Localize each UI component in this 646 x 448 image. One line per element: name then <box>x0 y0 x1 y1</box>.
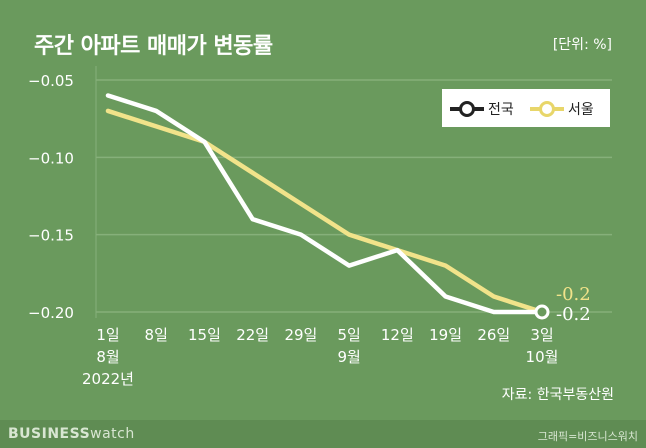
brand-bold: BUSINESS <box>8 426 91 442</box>
legend-item-seoul: 서울 <box>530 99 594 119</box>
x-axis-ticks: 1일 8월 2022년 8일 15일 22일 29일 5일 9월 12일 19일 26일 3일 10월 <box>82 326 558 388</box>
x-tick-label: 1일 <box>96 326 119 344</box>
x-tick-label: 12일 <box>381 326 414 344</box>
legend: 전국 서울 <box>442 89 610 127</box>
brand-light: watch <box>90 426 135 442</box>
legend-swatch-seoul <box>530 101 564 117</box>
x-tick-label: 8일 <box>145 326 168 344</box>
end-label-nationwide: -0.2 <box>556 304 591 325</box>
x-tick-label: 19일 <box>429 326 462 344</box>
legend-label-nationwide: 전국 <box>488 102 514 118</box>
y-tick-label: −0.15 <box>28 227 74 245</box>
series-layer <box>105 93 550 320</box>
series-line-seoul <box>105 108 545 315</box>
source-note: 자료: 한국부동산원 <box>501 387 614 403</box>
x-tick-label: 8월 <box>96 348 119 366</box>
x-tick-label: 10월 <box>526 348 559 366</box>
y-tick-label: −0.05 <box>28 72 74 90</box>
footer-bar: BUSINESSwatch 그래픽=비즈니스워치 <box>0 420 646 448</box>
legend-swatch-nationwide <box>450 101 484 117</box>
legend-marker-nationwide <box>459 101 475 117</box>
brand-logo: BUSINESSwatch <box>8 426 135 442</box>
series-line-nationwide <box>105 93 545 315</box>
y-tick-label: −0.20 <box>28 304 74 322</box>
x-tick-label: 5일 <box>337 326 360 344</box>
legend-item-nationwide: 전국 <box>450 99 514 119</box>
unit-label: [단위: %] <box>552 37 612 53</box>
chart-title: 주간 아파트 매매가 변동률 <box>34 34 273 59</box>
x-tick-label: 15일 <box>188 326 221 344</box>
x-tick-label: 26일 <box>477 326 510 344</box>
legend-marker-seoul <box>539 101 555 117</box>
end-marker <box>534 304 550 320</box>
y-axis-ticks: −0.05 −0.10 −0.15 −0.20 <box>28 72 74 322</box>
x-tick-label: 3일 <box>530 326 553 344</box>
x-tick-label: 29일 <box>284 326 317 344</box>
x-tick-label: 22일 <box>236 326 269 344</box>
y-tick-label: −0.10 <box>28 149 74 167</box>
end-labels: -0.2-0.2 <box>556 284 591 325</box>
legend-label-seoul: 서울 <box>568 102 594 118</box>
graphic-credit: 그래픽=비즈니스워치 <box>537 430 638 443</box>
end-label-seoul: -0.2 <box>556 284 591 305</box>
x-tick-label: 2022년 <box>82 370 134 388</box>
x-tick-label: 9월 <box>337 348 360 366</box>
